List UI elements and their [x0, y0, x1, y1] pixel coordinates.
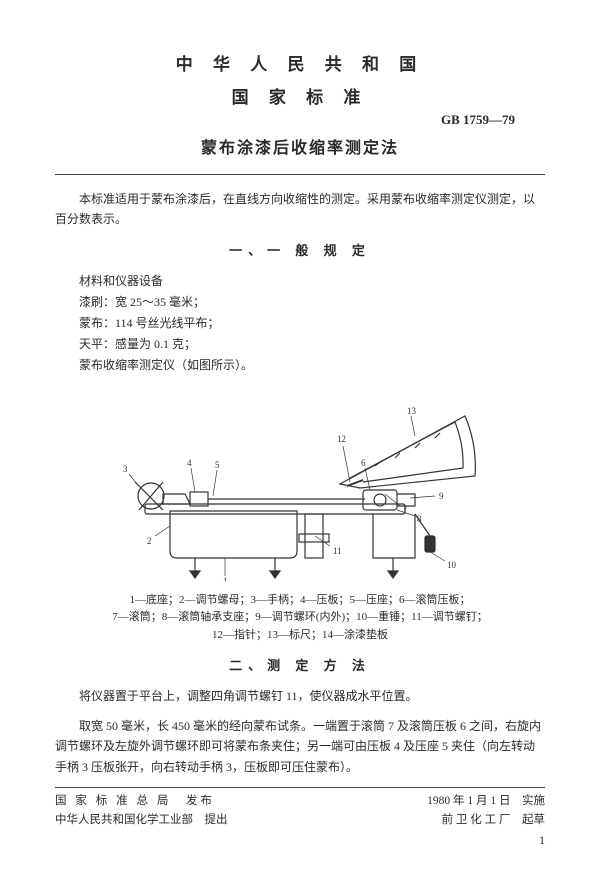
instrument-figure: 1 2 3 4 5 6 7 8 9 10 11 12 13 — [55, 386, 545, 586]
section-1-heading: 一、一 般 规 定 — [55, 240, 545, 259]
method-p1: 将仪器置于平台上，调整四角调节螺钉 11，使仪器成水平位置。 — [55, 686, 545, 706]
spec-title: 材料和仪器设备 — [55, 271, 545, 292]
country-line: 中 华 人 民 共 和 国 — [55, 50, 545, 75]
section-2-heading: 二、测 定 方 法 — [55, 655, 545, 674]
document-title: 蒙布涂漆后收缩率测定法 — [55, 134, 545, 158]
fig-label-11: 11 — [333, 546, 342, 556]
fig-label-5: 5 — [215, 460, 220, 470]
callout-line: 1—底座；2—调节螺母；3—手柄；4—压板；5—压座；6—滚筒压板； — [55, 592, 545, 610]
method-p2: 取宽 50 毫米，长 450 毫米的经向蒙布试条。一端置于滚筒 7 及滚筒压板 … — [55, 716, 545, 777]
spec-item: 漆刷：宽 25～35 毫米； — [55, 292, 545, 313]
footer-proposer: 中华人民共和国化学工业部 提出 — [55, 811, 228, 829]
fig-label-6: 6 — [361, 458, 366, 468]
fig-label-2: 2 — [147, 536, 152, 546]
spec-block: 材料和仪器设备 漆刷：宽 25～35 毫米； 蒙布：114 号丝光线平布； 天平… — [55, 271, 545, 376]
footer: 国 家 标 准 总 局 发布 1980 年 1 月 1 日 实施 中华人民共和国… — [55, 792, 545, 850]
footer-date: 1980 年 1 月 1 日 实施 — [427, 792, 545, 810]
fig-label-4: 4 — [187, 458, 192, 468]
standard-code: GB 1759—79 — [55, 112, 545, 128]
fig-label-7: 7 — [403, 504, 408, 514]
fig-label-10: 10 — [447, 560, 457, 570]
fig-label-9: 9 — [439, 491, 444, 501]
divider-bottom — [55, 787, 545, 788]
spec-item: 天平：感量为 0.1 克； — [55, 334, 545, 355]
standard-line: 国 家 标 准 — [55, 83, 545, 108]
footer-issuer: 国 家 标 准 总 局 发布 — [55, 792, 215, 810]
fig-label-12: 12 — [337, 434, 346, 444]
callout-line: 12—指针；13—标尺；14—涂漆垫板 — [55, 627, 545, 645]
page-number: 1 — [55, 831, 545, 850]
spec-item: 蒙布：114 号丝光线平布； — [55, 313, 545, 334]
figure-callouts: 1—底座；2—调节螺母；3—手柄；4—压板；5—压座；6—滚筒压板； 7—滚筒；… — [55, 592, 545, 645]
fig-label-1: 1 — [223, 576, 228, 581]
spec-item: 蒙布收缩率测定仪（如图所示）。 — [55, 355, 545, 376]
fig-label-13: 13 — [407, 406, 417, 416]
callout-line: 7—滚筒；8—滚筒轴承支座；9—调节螺环(内外)；10—重锤；11—调节螺钉； — [55, 609, 545, 627]
footer-drafter: 前 卫 化 工 厂 起草 — [442, 811, 546, 829]
fig-label-3: 3 — [123, 464, 128, 474]
fig-label-8: 8 — [417, 514, 422, 524]
intro-paragraph: 本标准适用于蒙布涂漆后，在直线方向收缩性的测定。采用蒙布收缩率测定仪测定，以百分… — [55, 189, 545, 230]
divider-top — [55, 174, 545, 175]
